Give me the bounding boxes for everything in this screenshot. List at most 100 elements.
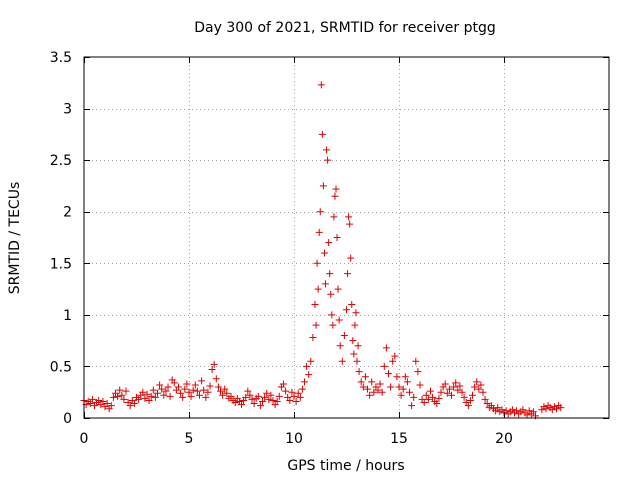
data-point bbox=[118, 391, 126, 399]
data-point bbox=[263, 389, 271, 397]
data-point bbox=[223, 389, 231, 397]
data-point bbox=[179, 393, 187, 401]
data-point bbox=[238, 401, 245, 409]
data-point bbox=[374, 386, 382, 394]
data-point bbox=[378, 388, 386, 396]
data-point bbox=[183, 380, 191, 388]
y-tick-label: 1 bbox=[63, 308, 72, 324]
data-point bbox=[331, 192, 339, 200]
data-point bbox=[387, 383, 395, 391]
data-point bbox=[335, 316, 343, 324]
data-point bbox=[397, 391, 405, 399]
data-point bbox=[336, 342, 344, 350]
data-point bbox=[318, 130, 326, 138]
data-point bbox=[475, 385, 483, 393]
data-point bbox=[471, 383, 479, 391]
data-point bbox=[309, 334, 317, 342]
data-point bbox=[103, 400, 111, 408]
data-point bbox=[139, 388, 147, 396]
data-point bbox=[189, 386, 197, 394]
y-tick-label: 2 bbox=[63, 205, 72, 221]
data-point bbox=[315, 228, 323, 236]
data-point bbox=[328, 311, 336, 319]
data-point bbox=[147, 392, 155, 400]
data-point bbox=[95, 396, 103, 404]
data-point bbox=[244, 387, 252, 395]
data-point bbox=[280, 380, 287, 388]
data-point bbox=[343, 306, 350, 314]
x-tick-label: 0 bbox=[80, 431, 89, 447]
data-point bbox=[120, 395, 128, 403]
data-point bbox=[294, 389, 302, 397]
data-point bbox=[370, 388, 378, 396]
x-tick-label: 15 bbox=[390, 431, 408, 447]
data-point bbox=[325, 239, 333, 247]
data-point bbox=[330, 213, 338, 221]
data-point bbox=[329, 321, 337, 329]
data-point bbox=[221, 385, 229, 393]
data-point bbox=[327, 290, 335, 298]
data-point bbox=[359, 383, 367, 391]
data-point bbox=[429, 393, 437, 401]
data-point bbox=[214, 383, 222, 391]
data-point bbox=[200, 386, 208, 394]
data-point bbox=[320, 249, 328, 257]
data-point bbox=[469, 391, 476, 399]
data-point bbox=[317, 81, 325, 89]
data-point bbox=[456, 382, 464, 390]
data-point bbox=[231, 399, 239, 407]
data-point bbox=[145, 396, 153, 404]
data-point bbox=[346, 220, 354, 228]
data-point bbox=[227, 392, 235, 400]
data-point bbox=[312, 321, 320, 329]
data-point bbox=[395, 383, 403, 391]
data-point bbox=[311, 301, 319, 309]
data-point bbox=[340, 331, 348, 339]
data-point bbox=[191, 381, 199, 389]
data-point bbox=[441, 380, 449, 388]
data-point bbox=[326, 270, 334, 278]
data-point bbox=[259, 397, 266, 405]
data-point bbox=[273, 397, 281, 405]
data-point bbox=[473, 378, 481, 386]
x-tick-label: 10 bbox=[285, 431, 303, 447]
data-point bbox=[305, 371, 313, 379]
data-point bbox=[483, 400, 491, 408]
data-point bbox=[355, 368, 363, 376]
data-point bbox=[353, 357, 361, 365]
data-point bbox=[202, 393, 210, 401]
data-point bbox=[424, 395, 432, 403]
data-point bbox=[332, 185, 340, 193]
data-point bbox=[357, 378, 365, 386]
data-point bbox=[452, 379, 460, 387]
data-point bbox=[269, 396, 277, 404]
data-point bbox=[187, 392, 195, 400]
y-tick-label: 0.5 bbox=[50, 359, 72, 375]
data-point bbox=[198, 377, 206, 385]
data-point bbox=[427, 387, 434, 395]
data-point bbox=[414, 368, 422, 376]
data-point bbox=[391, 352, 399, 360]
data-point bbox=[412, 357, 420, 365]
y-tick-label: 0 bbox=[63, 411, 72, 427]
data-point bbox=[265, 395, 273, 403]
data-point bbox=[248, 395, 256, 403]
data-point bbox=[406, 388, 413, 396]
data-point bbox=[437, 388, 445, 396]
data-point bbox=[212, 375, 220, 383]
data-point bbox=[420, 399, 428, 407]
data-point bbox=[399, 385, 407, 393]
data-point bbox=[443, 389, 451, 397]
data-point bbox=[393, 373, 401, 381]
data-point bbox=[464, 402, 472, 410]
data-point bbox=[416, 381, 424, 389]
data-point bbox=[143, 390, 151, 398]
data-point bbox=[256, 402, 264, 410]
data-point bbox=[166, 392, 174, 400]
data-point bbox=[290, 392, 298, 400]
data-point bbox=[354, 342, 362, 350]
x-tick-label: 20 bbox=[495, 431, 513, 447]
data-point bbox=[348, 301, 356, 309]
x-axis-label: GPS time / hours bbox=[287, 458, 404, 474]
data-point bbox=[130, 400, 138, 408]
